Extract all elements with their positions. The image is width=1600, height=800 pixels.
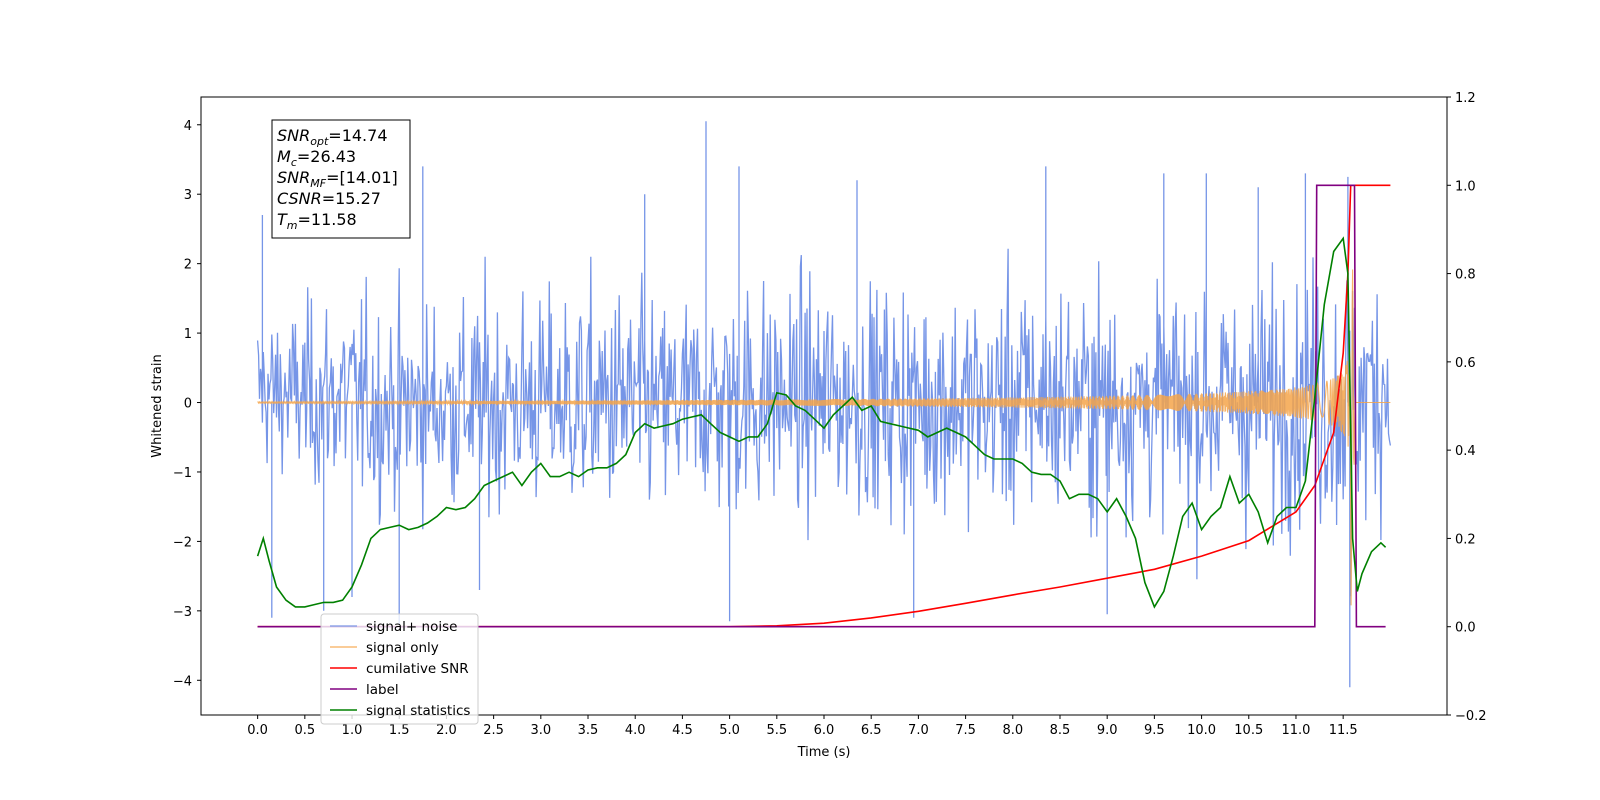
- info-symbol: SNR: [277, 126, 310, 145]
- y-tick-label: −4: [173, 674, 192, 689]
- x-axis-label: Time (s): [797, 745, 851, 760]
- info-value: =11.58: [298, 210, 357, 229]
- x-tick-label: 5.0: [719, 723, 740, 738]
- y2-tick-label: 1.2: [1455, 91, 1476, 106]
- info-symbol: SNR: [277, 168, 310, 187]
- x-tick-label: 11.5: [1329, 723, 1358, 738]
- y-tick-label: 3: [184, 188, 192, 203]
- info-subscript: c: [291, 156, 297, 169]
- x-tick-label: 2.5: [483, 723, 504, 738]
- info-value: =[14.01]: [326, 168, 398, 187]
- info-line: Mc=26.43: [277, 147, 356, 169]
- info-symbol: CSNR: [277, 189, 322, 208]
- x-tick-label: 5.5: [766, 723, 787, 738]
- info-subscript: m: [287, 219, 298, 232]
- legend-label: signal only: [366, 640, 439, 656]
- x-tick-label: 3.0: [530, 723, 551, 738]
- legend-label: signal+ noise: [366, 619, 457, 635]
- x-tick-label: 9.5: [1144, 723, 1165, 738]
- y-tick-label: 4: [184, 119, 192, 134]
- x-tick-label: 6.0: [814, 723, 835, 738]
- info-line: SNRopt=14.74: [277, 126, 388, 148]
- legend-label: cumilative SNR: [366, 661, 469, 677]
- y-tick-label: −2: [173, 535, 192, 550]
- info-subscript: opt: [310, 135, 329, 148]
- x-tick-label: 10.5: [1234, 723, 1263, 738]
- info-line: SNRMF=[14.01]: [277, 168, 398, 190]
- y-tick-label: 2: [184, 258, 192, 273]
- x-tick-label: 3.5: [578, 723, 599, 738]
- y2-tick-label: −0.2: [1455, 709, 1487, 724]
- y2-tick-label: 0.2: [1455, 532, 1476, 547]
- y2-tick-label: 1.0: [1455, 179, 1476, 194]
- info-box: SNRopt=14.74Mc=26.43SNRMF=[14.01]CSNR=15…: [271, 119, 411, 239]
- x-axis: 0.0 0.5 1.0 1.5 2.0 2.5 3.0 3.5 4.0 4.5 5.0 5.5 6.0 6…: [247, 715, 1358, 738]
- series-signal-only-line: [257, 269, 1391, 606]
- y2-tick-label: 0.8: [1455, 268, 1476, 283]
- x-tick-label: 7.0: [908, 723, 929, 738]
- plot-area: [256, 121, 1392, 688]
- x-tick-label: 8.0: [1002, 723, 1023, 738]
- info-symbol: T: [277, 210, 288, 229]
- x-tick-label: 9.0: [1097, 723, 1118, 738]
- x-tick-label: 1.0: [342, 723, 363, 738]
- info-box-frame: [271, 119, 411, 239]
- y2-tick-label: 0.0: [1455, 621, 1476, 636]
- x-tick-label: 0.0: [247, 723, 268, 738]
- x-tick-label: 11.0: [1281, 723, 1310, 738]
- y2-tick-label: 0.6: [1455, 356, 1476, 371]
- x-tick-label: 10.0: [1187, 723, 1216, 738]
- y-tick-label: −1: [173, 466, 192, 481]
- y-tick-label: −3: [173, 605, 192, 620]
- info-symbol: M: [277, 147, 291, 166]
- x-tick-label: 1.5: [389, 723, 410, 738]
- x-tick-label: 2.0: [436, 723, 457, 738]
- series-label-line: [257, 184, 1386, 628]
- series-cumulative-snr-line: [257, 184, 1391, 628]
- x-tick-label: 0.5: [294, 723, 315, 738]
- y2-tick-label: 0.4: [1455, 444, 1476, 459]
- info-line: CSNR=15.27: [277, 189, 381, 208]
- info-value: =26.43: [297, 147, 356, 166]
- x-tick-label: 8.5: [1050, 723, 1071, 738]
- series-signal-statistics-line: [256, 236, 1387, 609]
- info-value: =14.74: [328, 126, 387, 145]
- info-value: =15.27: [322, 189, 381, 208]
- y-axis-left: 4 3 2 1 0 −1 −2 −3 −4: [173, 119, 201, 689]
- x-tick-label: 6.5: [861, 723, 882, 738]
- info-line: Tm=11.58: [277, 210, 357, 232]
- legend-label: label: [366, 682, 399, 698]
- info-subscript: MF: [310, 177, 326, 190]
- x-tick-label: 4.0: [625, 723, 646, 738]
- legend: signal+ noise signal only cumilative SNR la…: [320, 613, 479, 725]
- x-tick-label: 4.5: [672, 723, 693, 738]
- series-signal-noise-line: [256, 121, 1392, 688]
- y-tick-label: 1: [184, 327, 192, 342]
- legend-frame: [320, 613, 479, 725]
- y-axis-right: 1.2 1.0 0.8 0.6 0.4 0.2 0.0 −0.2: [1447, 91, 1487, 724]
- y-axis-label: Whitened strain: [150, 354, 165, 457]
- x-tick-label: 7.5: [955, 723, 976, 738]
- legend-label: signal statistics: [366, 703, 470, 719]
- y-tick-label: 0: [184, 397, 192, 412]
